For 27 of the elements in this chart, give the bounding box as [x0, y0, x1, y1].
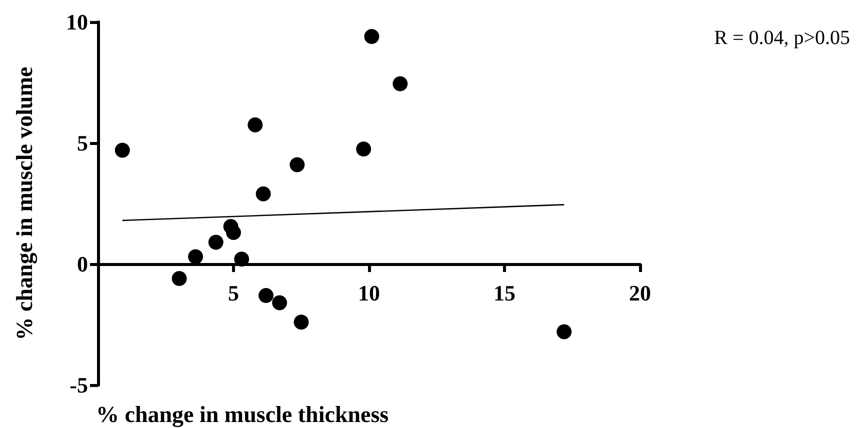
point: [392, 76, 408, 92]
point: [272, 295, 288, 310]
point: [290, 157, 305, 172]
point: [258, 288, 274, 303]
point: [294, 314, 309, 330]
x-tick-label: 10: [358, 280, 380, 306]
point: [188, 249, 204, 264]
point: [356, 142, 372, 157]
point: [114, 142, 130, 158]
x-axis-title: % change in muscle thickness: [96, 402, 389, 428]
point: [226, 225, 241, 240]
y-tick-label: 0: [77, 252, 88, 276]
x-tick-label: 20: [629, 280, 651, 306]
y-tick-label: -5: [70, 372, 88, 398]
point: [364, 29, 380, 44]
point: [248, 117, 263, 132]
x-tick-label: 5: [228, 280, 239, 306]
point: [172, 271, 187, 286]
y-tick-label: 5: [77, 130, 88, 156]
text: R = 0.04, p>0.05: [714, 27, 850, 49]
point: [556, 324, 572, 340]
point: [256, 186, 271, 202]
y-axis-title: % change in muscle volume: [12, 66, 38, 340]
x-tick-label: 15: [494, 280, 516, 306]
y-tick-label: 10: [66, 10, 88, 34]
point: [208, 234, 224, 250]
point: [234, 252, 250, 267]
